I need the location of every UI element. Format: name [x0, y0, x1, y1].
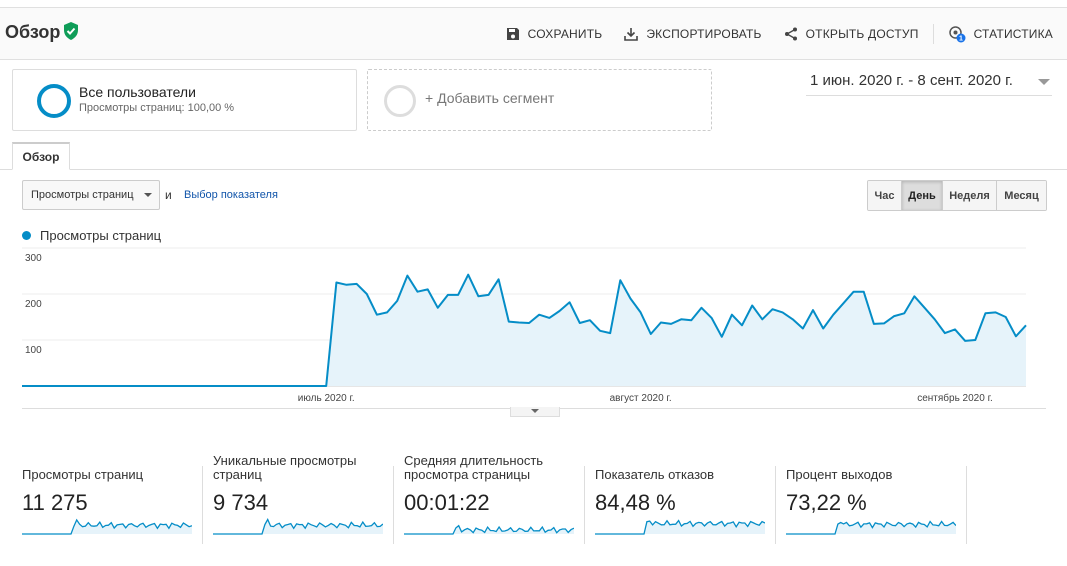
sparkline-area [595, 520, 765, 534]
page-header [0, 8, 1067, 60]
stat-value: 11 275 [22, 490, 88, 515]
add-segment-button[interactable]: + Добавить сегмент [367, 69, 712, 131]
stat-value: 00:01:22 [404, 490, 490, 515]
insights-icon: 1 [948, 26, 966, 43]
x-tick-label: июль 2020 г. [298, 393, 355, 404]
insights-button[interactable]: 1 СТАТИСТИКА [948, 25, 1053, 43]
date-range-picker[interactable]: 1 июн. 2020 г. - 8 сент. 2020 г. [806, 72, 1052, 96]
segment-name: Все пользователи [79, 84, 196, 100]
y-tick-label: 100 [25, 345, 42, 356]
stat-divider [966, 466, 967, 544]
stat-divider [202, 466, 203, 544]
granularity-toggle: Час День Неделя Месяц [867, 180, 1047, 211]
chevron-down-icon [531, 409, 539, 413]
stat-value: 9 734 [213, 490, 269, 515]
pageviews-chart[interactable]: 300 200 100 июль 2020 г. август 2020 г. сентя… [22, 246, 1046, 416]
granularity-week-button[interactable]: Неделя [943, 181, 997, 210]
stat-divider [393, 466, 394, 544]
sparkline [213, 518, 383, 535]
sparkline-area [404, 525, 574, 534]
granularity-month-button[interactable]: Месяц [997, 181, 1046, 210]
stat-card[interactable]: Процент выходов 73,22 % [786, 452, 966, 544]
add-segment-label: + Добавить сегмент [425, 90, 555, 106]
stat-divider [584, 466, 585, 544]
collapse-chart-button[interactable] [510, 407, 560, 417]
page-title: Обзор [5, 22, 61, 42]
sparkline [595, 519, 765, 535]
header-actions: СОХРАНИТЬ ЭКСПОРТИРОВАТЬ ОТКРЫТЬ ДОСТУП … [484, 24, 1053, 44]
stat-card[interactable]: Средняя длительность просмотра страницы 0… [404, 452, 584, 544]
series-line [22, 273, 1027, 387]
sparkline-line [404, 524, 574, 535]
sparkline-line [595, 519, 765, 535]
sparkline-line [213, 518, 383, 535]
empty-segment-ring-icon [384, 85, 416, 117]
sparkline-line [786, 520, 956, 535]
stat-divider [775, 466, 776, 544]
stat-label: Уникальные просмотры страниц [213, 453, 357, 482]
sparkline [786, 520, 956, 535]
insights-label: СТАТИСТИКА [973, 27, 1053, 41]
legend-dot [22, 231, 31, 240]
actions-divider [932, 24, 934, 44]
metric-select[interactable]: Просмотры страниц [22, 180, 160, 210]
series-area [22, 274, 1026, 386]
choose-metric-link[interactable]: Выбор показателя [184, 189, 278, 201]
sparkline-area [786, 521, 956, 534]
segment-all-users[interactable]: Все пользователи Просмотры страниц: 100,… [12, 69, 357, 131]
tab-overview[interactable]: Обзор [12, 142, 70, 170]
x-tick-label: сентябрь 2020 г. [917, 392, 993, 404]
sparkline [22, 518, 192, 535]
and-label: и [165, 188, 172, 202]
sparkline-area [22, 519, 192, 534]
chevron-down-icon [1038, 79, 1050, 85]
sparkline [404, 524, 574, 535]
export-button[interactable]: ЭКСПОРТИРОВАТЬ [624, 27, 761, 41]
x-tick-label: август 2020 г. [610, 393, 672, 404]
date-range-text: 1 июн. 2020 г. - 8 сент. 2020 г. [810, 72, 1013, 89]
insights-badge: 1 [959, 36, 963, 43]
download-icon [624, 28, 639, 41]
save-icon [506, 28, 519, 40]
share-label: ОТКРЫТЬ ДОСТУП [805, 27, 919, 41]
save-label: СОХРАНИТЬ [527, 27, 603, 41]
y-tick-label: 200 [25, 299, 42, 310]
stats-row: Просмотры страниц 11 275 Уникальные просмо… [22, 452, 982, 544]
stat-value: 84,48 % [595, 490, 676, 515]
verified-shield-icon [64, 22, 78, 40]
segment-subtitle: Просмотры страниц: 100,00 % [79, 102, 235, 114]
stat-card[interactable]: Уникальные просмотры страниц 9 734 [213, 452, 393, 544]
stat-label: Просмотры страниц [22, 467, 144, 482]
stat-card[interactable]: Показатель отказов 84,48 % [595, 452, 775, 544]
chart-legend: Просмотры страниц [22, 228, 161, 243]
granularity-day-button[interactable]: День [902, 181, 943, 210]
save-button[interactable]: СОХРАНИТЬ [506, 27, 603, 41]
stat-label: Показатель отказов [595, 467, 715, 482]
top-border [0, 7, 1067, 8]
share-button[interactable]: ОТКРЫТЬ ДОСТУП [784, 27, 919, 41]
export-label: ЭКСПОРТИРОВАТЬ [646, 27, 762, 41]
stat-card[interactable]: Просмотры страниц 11 275 [22, 452, 202, 544]
stat-label: Процент выходов [786, 467, 893, 482]
stat-value: 73,22 % [786, 490, 867, 515]
granularity-hour-button[interactable]: Час [868, 181, 902, 210]
segment-ring-icon [37, 84, 71, 118]
metric-select-value: Просмотры страниц [31, 189, 134, 201]
share-icon [784, 27, 797, 41]
y-tick-label: 300 [25, 253, 42, 264]
sparkline-area [213, 519, 383, 534]
legend-label: Просмотры страниц [40, 228, 162, 243]
tab-bar-line [0, 169, 1067, 170]
stat-label: Средняя длительность просмотра страницы [404, 453, 544, 482]
chevron-down-icon [144, 193, 152, 197]
sparkline-line [22, 518, 192, 535]
